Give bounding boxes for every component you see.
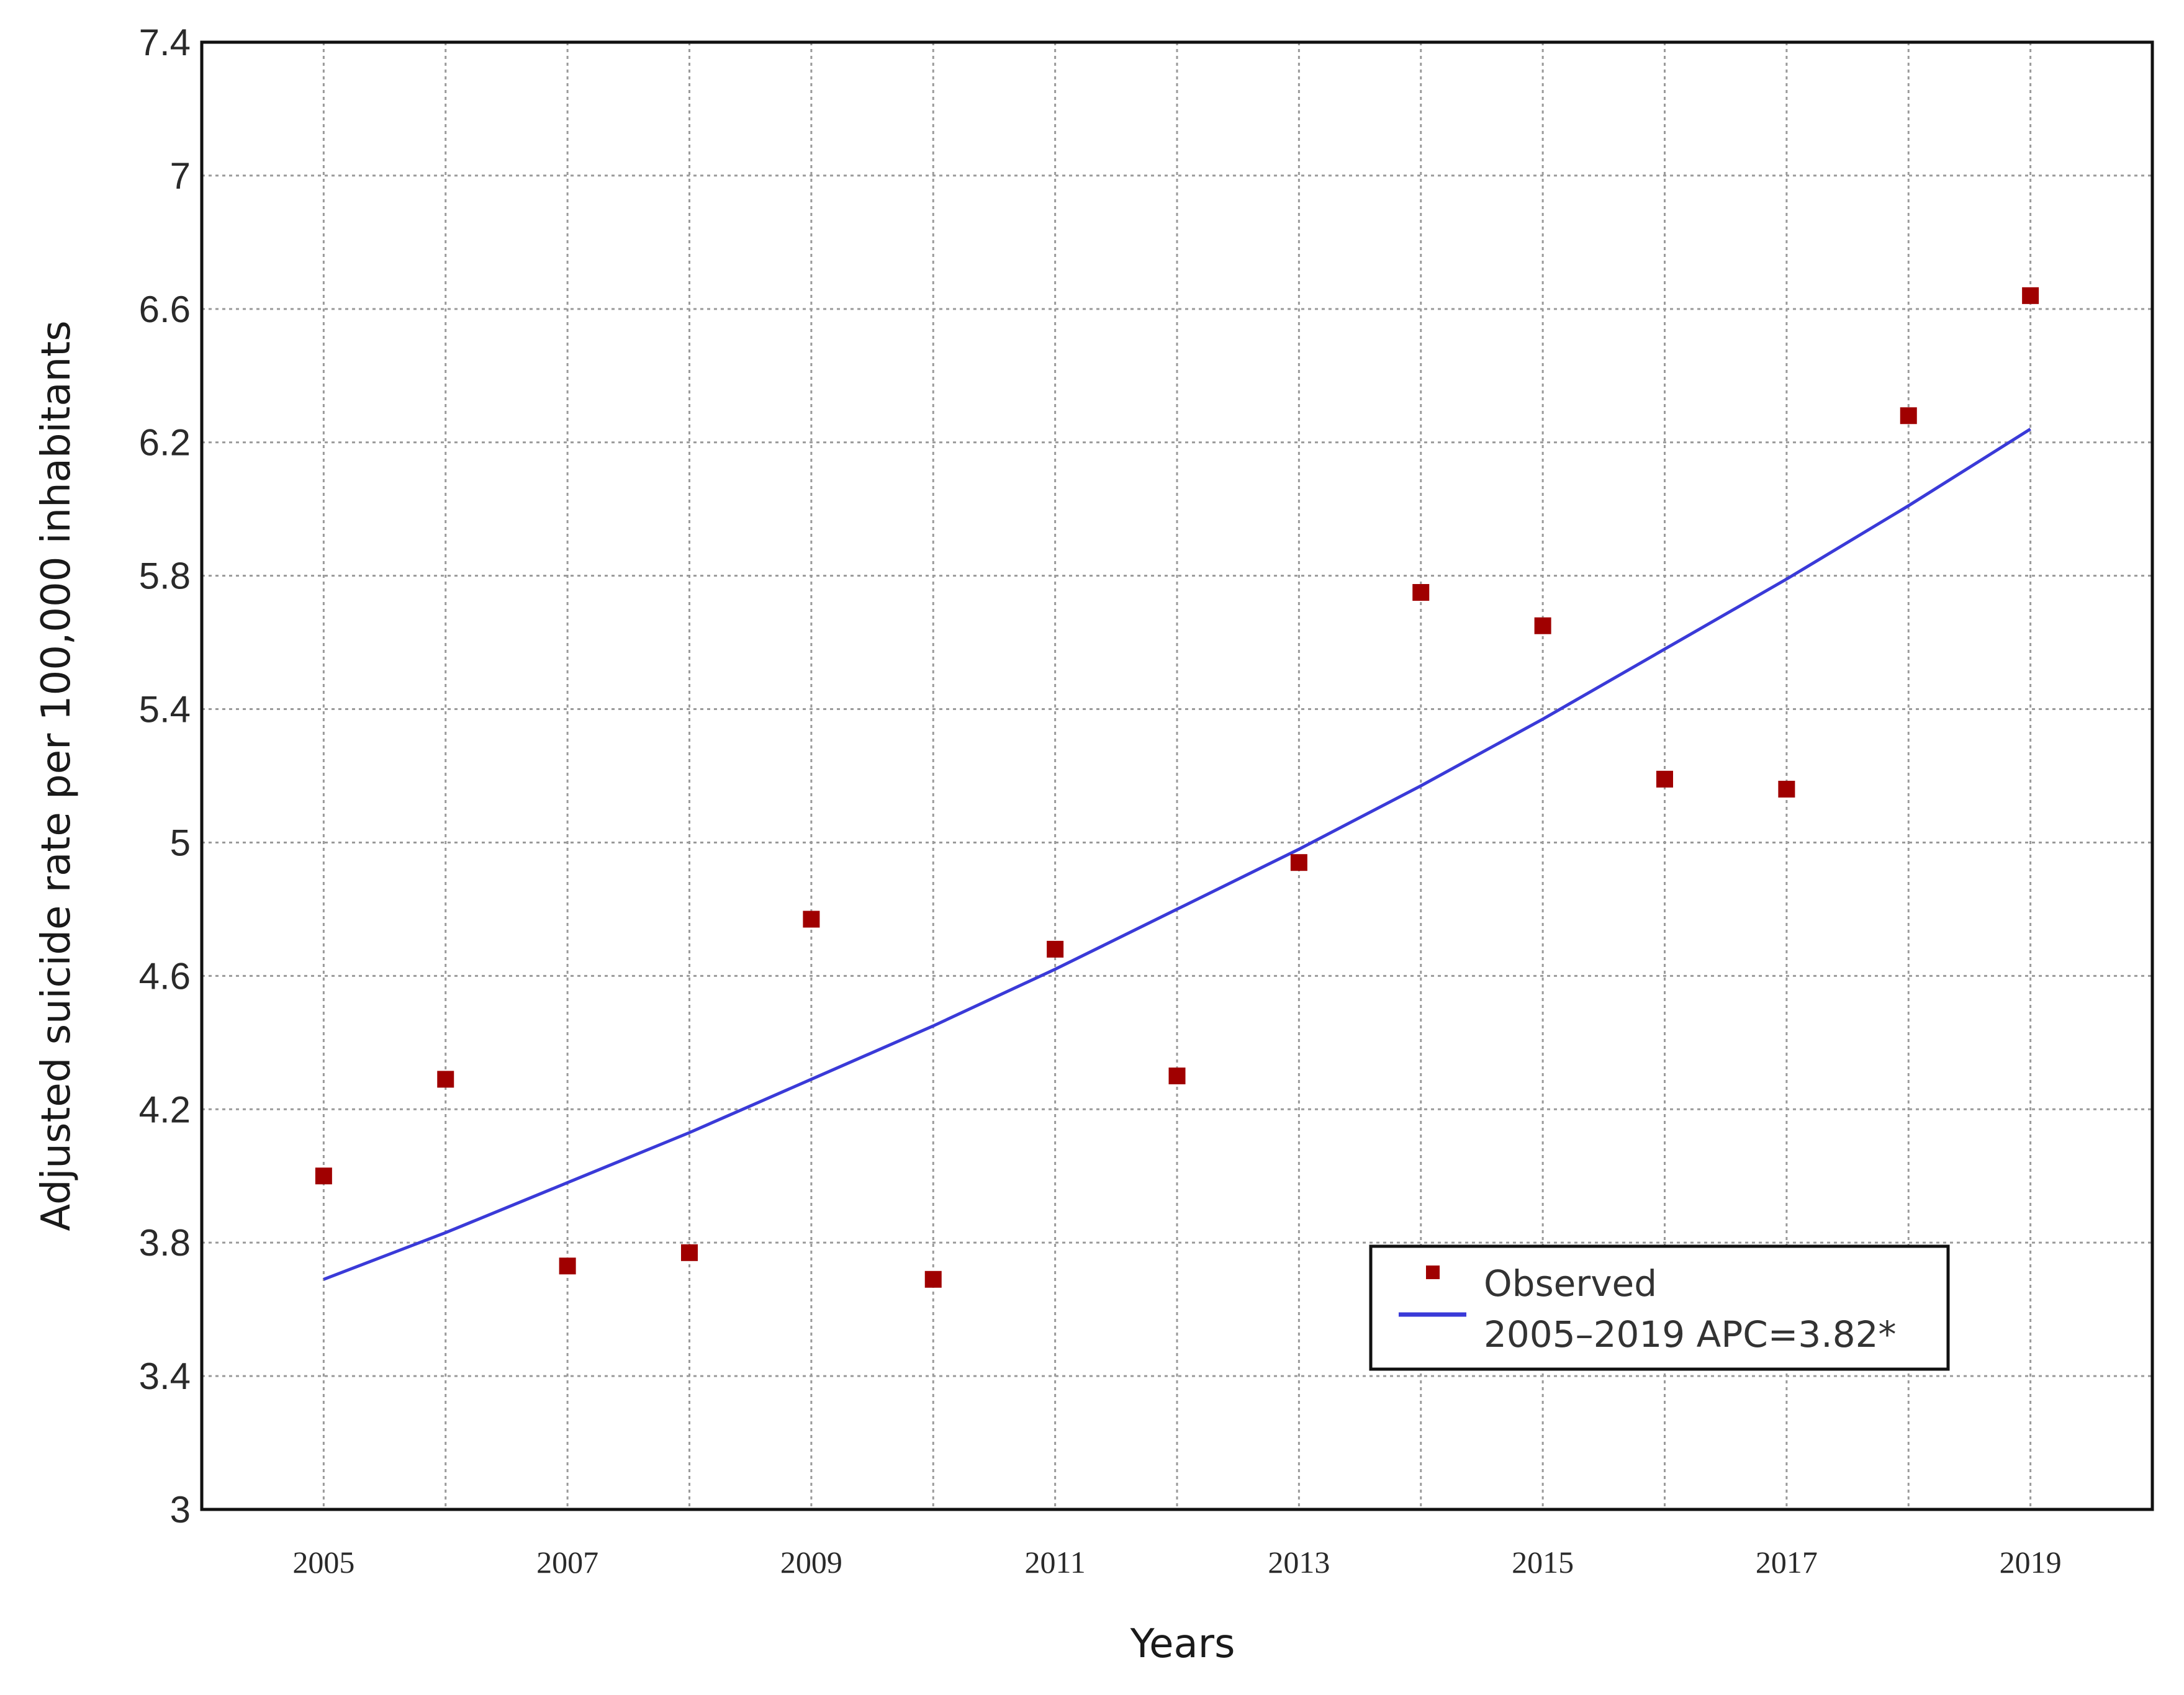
observed-point: [1290, 854, 1307, 871]
observed-point: [1168, 1068, 1186, 1085]
legend-box: [1369, 1244, 1950, 1371]
observed-point: [1900, 407, 1917, 425]
x-tick-label: 2011: [1025, 1545, 1086, 1580]
observed-point: [437, 1071, 454, 1088]
observed-point: [1534, 617, 1551, 634]
y-tick-label: 4.2: [139, 1089, 191, 1130]
observed-point: [1412, 584, 1430, 601]
y-tick-label: 5.8: [139, 555, 191, 597]
y-tick-label: 6.2: [139, 422, 191, 464]
x-axis-title: Years: [1130, 1621, 1235, 1667]
legend-observed-marker: [1426, 1266, 1440, 1279]
observed-point: [2022, 287, 2039, 304]
y-axis-ticks: 3 3.4 3.8 4.2 4.6 5 5.4 5.8 6.2 6.6 7 7.4: [139, 22, 191, 1531]
observed-point: [803, 910, 820, 928]
y-tick-label: 5: [170, 822, 191, 863]
legend: Observed 2005–2019 APC=3.82*: [1369, 1244, 1950, 1371]
x-axis-ticks: 2005 2007 2009 2011 2013 2015 2017 2019: [292, 1545, 2061, 1580]
x-tick-label: 2013: [1268, 1545, 1330, 1580]
y-axis-title: Adjusted suicide rate per 100,000 inhabi…: [34, 320, 79, 1231]
fitted-trend-line: [323, 428, 2031, 1281]
fitted-line-layer: [323, 428, 2031, 1281]
observed-point: [681, 1244, 698, 1261]
x-tick-label: 2015: [1512, 1545, 1574, 1580]
observed-point: [559, 1257, 576, 1275]
observed-points-layer: [315, 287, 2039, 1288]
y-tick-label: 3: [170, 1489, 191, 1531]
x-tick-label: 2019: [2000, 1545, 2062, 1580]
observed-point: [315, 1167, 332, 1185]
y-tick-label: 7: [170, 155, 191, 197]
y-tick-label: 3.4: [139, 1356, 191, 1397]
x-tick-label: 2009: [780, 1545, 842, 1580]
observed-point: [1778, 780, 1795, 798]
legend-fit-label: 2005–2019 APC=3.82*: [1484, 1313, 1897, 1356]
y-tick-label: 5.4: [139, 689, 191, 731]
y-tick-label: 3.8: [139, 1222, 191, 1264]
legend-observed-label: Observed: [1484, 1262, 1657, 1305]
y-tick-label: 4.6: [139, 955, 191, 997]
x-tick-label: 2017: [1756, 1545, 1818, 1580]
x-tick-label: 2007: [536, 1545, 598, 1580]
observed-point: [924, 1270, 942, 1288]
y-tick-label: 7.4: [139, 22, 191, 63]
observed-point: [1047, 940, 1064, 958]
x-tick-label: 2005: [292, 1545, 354, 1580]
observed-point: [1656, 770, 1673, 788]
plot-frame: [200, 40, 2154, 1511]
y-tick-label: 6.6: [139, 289, 191, 330]
